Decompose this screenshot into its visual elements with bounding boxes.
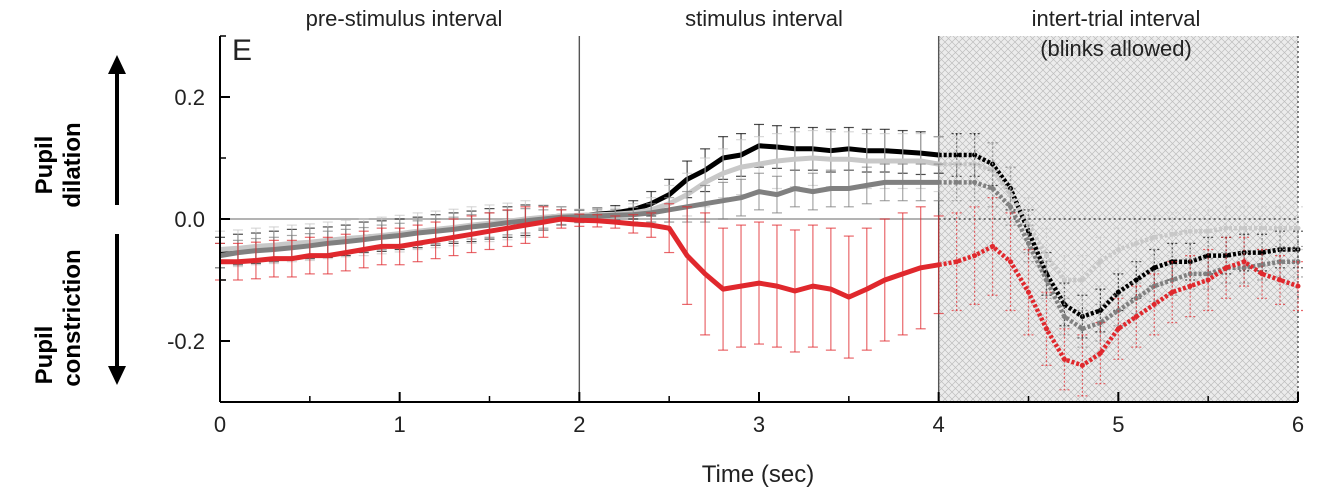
- data-point: [1061, 277, 1067, 283]
- data-point: [1008, 192, 1014, 198]
- data-point: [936, 179, 942, 185]
- dilation-arrowhead: [108, 55, 126, 74]
- data-point: [1169, 277, 1175, 283]
- data-point: [1133, 277, 1139, 283]
- data-point: [1205, 253, 1211, 259]
- data-point: [1223, 253, 1229, 259]
- data-point: [1043, 253, 1049, 259]
- data-point: [972, 152, 978, 158]
- data-point: [1259, 225, 1265, 231]
- y-tick-label: -0.2: [167, 329, 205, 354]
- constriction-label-line2: constriction: [59, 249, 86, 386]
- x-tick-label: 4: [933, 412, 945, 437]
- data-point: [1097, 308, 1103, 313]
- data-point: [1097, 350, 1103, 356]
- data-point: [1241, 265, 1247, 271]
- data-point: [1223, 225, 1229, 231]
- data-point: [1008, 259, 1014, 265]
- data-point: [1043, 277, 1049, 283]
- data-point: [1187, 271, 1193, 277]
- data-point: [1133, 240, 1139, 246]
- data-point: [1205, 277, 1211, 283]
- data-point: [1205, 228, 1211, 234]
- data-point: [1169, 289, 1175, 295]
- data-point: [1259, 271, 1265, 277]
- x-tick-label: 3: [753, 412, 765, 437]
- series-layer: [215, 123, 1303, 397]
- x-tick-label: 5: [1112, 412, 1124, 437]
- data-point: [1097, 259, 1103, 265]
- data-point: [1187, 228, 1193, 234]
- tick-layer: 0 1 2 3 4 5 6 0.2 0.0 -0.2: [167, 35, 1304, 437]
- data-point: [990, 243, 996, 249]
- data-point: [1241, 225, 1247, 231]
- data-point: [1295, 225, 1301, 231]
- data-point: [1259, 262, 1265, 268]
- x-tick-label: 0: [214, 412, 226, 437]
- data-point: [1151, 234, 1157, 240]
- data-point: [1115, 289, 1121, 295]
- data-point: [1079, 314, 1085, 320]
- data-point: [1277, 225, 1283, 231]
- panel-label: E: [232, 34, 252, 67]
- blinks-allowed-label: (blinks allowed): [1040, 36, 1192, 61]
- data-point: [954, 152, 960, 158]
- dilation-label-line1: Pupil: [31, 136, 58, 195]
- data-point: [1187, 259, 1193, 265]
- data-point: [1241, 259, 1247, 265]
- data-point: [1079, 277, 1085, 283]
- data-point: [1115, 326, 1121, 332]
- data-point: [954, 179, 960, 185]
- data-point: [1079, 362, 1085, 368]
- x-tick-label: 2: [573, 412, 585, 437]
- x-tick-label: 6: [1292, 412, 1304, 437]
- blink-interval-hatch: [938, 36, 1298, 402]
- data-point: [1259, 250, 1265, 256]
- data-point: [1151, 265, 1157, 271]
- constriction-arrowhead: [108, 366, 126, 385]
- x-axis-label: Time (sec): [702, 461, 814, 488]
- data-point: [1169, 231, 1175, 237]
- series-line-dotted: [938, 244, 1299, 368]
- data-point: [1008, 204, 1014, 210]
- stimulus-label: stimulus interval: [685, 6, 843, 31]
- data-point: [1133, 314, 1139, 320]
- data-point: [1026, 289, 1031, 295]
- data-point: [1295, 283, 1301, 289]
- x-tick-label: 1: [394, 412, 406, 437]
- data-point: [1115, 247, 1121, 252]
- y-tick-label: 0.2: [174, 85, 205, 110]
- data-point: [1061, 314, 1067, 320]
- data-point: [954, 259, 960, 265]
- data-point: [1043, 326, 1049, 332]
- inter-trial-label: intert-trial interval: [1032, 6, 1201, 31]
- data-point: [972, 253, 978, 259]
- pre-stimulus-label: pre-stimulus interval: [306, 6, 503, 31]
- data-point: [936, 262, 942, 268]
- data-point: [1151, 301, 1157, 307]
- series-4: [215, 197, 1303, 397]
- data-point: [1277, 277, 1283, 283]
- data-point: [1187, 283, 1193, 289]
- data-point: [1061, 356, 1067, 362]
- data-point: [990, 186, 996, 191]
- constriction-label-line1: Pupil: [31, 326, 58, 385]
- data-point: [1026, 240, 1031, 246]
- data-point: [1223, 265, 1229, 271]
- data-point: [972, 179, 978, 185]
- data-point: [1079, 326, 1085, 332]
- dilation-label-line2: dilation: [59, 122, 86, 207]
- data-point: [1277, 259, 1283, 265]
- series-line-solid: [220, 216, 940, 300]
- y-tick-label: 0.0: [174, 207, 205, 232]
